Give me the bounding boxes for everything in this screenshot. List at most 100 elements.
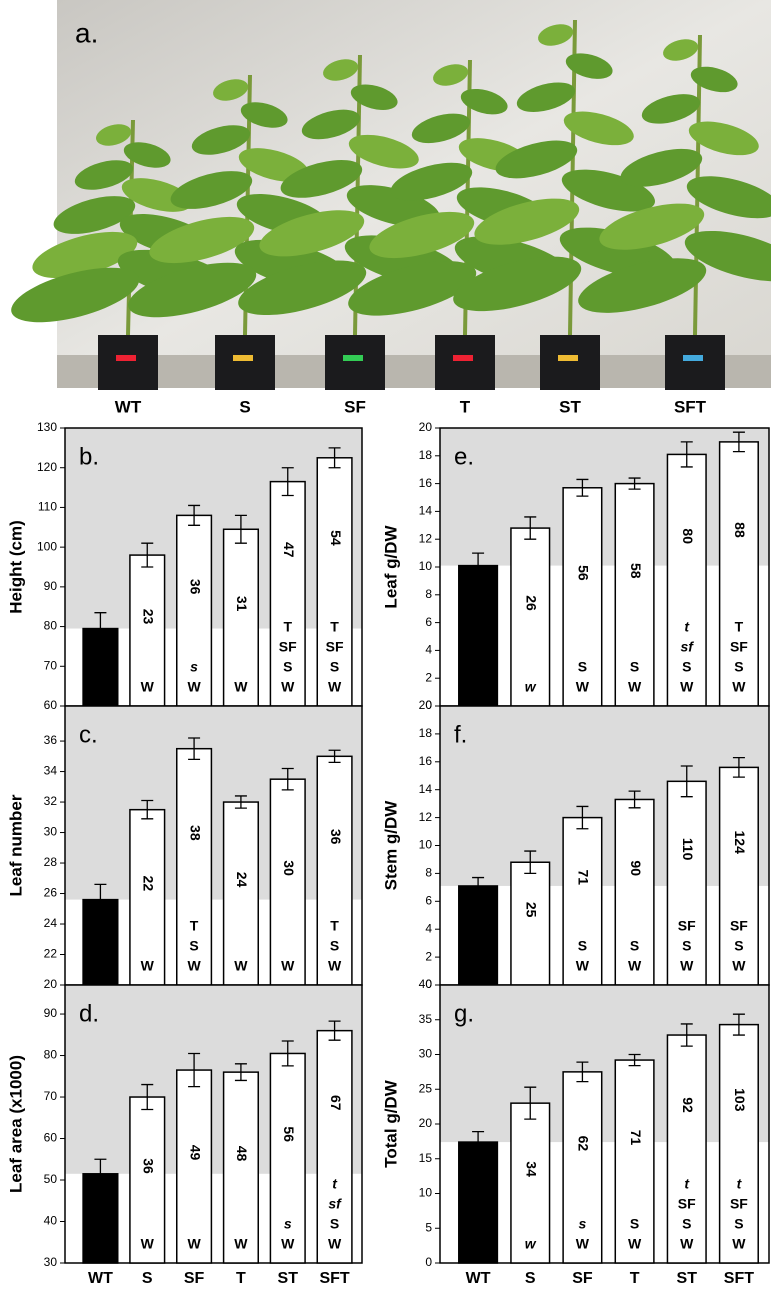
y-tick-label: 130 bbox=[37, 420, 57, 434]
x-tick-label: SF bbox=[184, 1270, 205, 1287]
x-tick-label: S bbox=[525, 1270, 536, 1287]
y-tick-label: 20 bbox=[419, 1116, 433, 1130]
bar bbox=[222, 1071, 259, 1264]
error-bar bbox=[628, 477, 641, 490]
leaf bbox=[433, 64, 469, 86]
increase-label: 49 bbox=[187, 1145, 203, 1161]
increase-label: 56 bbox=[576, 565, 592, 581]
significance-label: W bbox=[141, 958, 155, 974]
y-tick-label: 14 bbox=[419, 782, 433, 796]
significance-label: S bbox=[189, 938, 198, 954]
x-tick-label: T bbox=[630, 1270, 640, 1287]
bar bbox=[269, 778, 306, 986]
photo-labels: WT S SF T ST SFT bbox=[115, 397, 707, 416]
error-bar bbox=[328, 1020, 341, 1041]
photo-label: SFT bbox=[674, 397, 707, 416]
y-tick-label: 40 bbox=[44, 1214, 58, 1228]
y-axis-label: Leaf number bbox=[6, 794, 25, 896]
y-tick-label: 28 bbox=[44, 855, 58, 869]
error-bar bbox=[472, 876, 485, 895]
increase-label: 31 bbox=[234, 596, 250, 612]
y-tick-label: 10 bbox=[419, 1186, 433, 1200]
leaf bbox=[663, 39, 699, 61]
significance-label: sf bbox=[328, 1196, 342, 1212]
y-tick-label: 90 bbox=[44, 1006, 58, 1020]
bar bbox=[222, 801, 259, 986]
y-tick-label: 50 bbox=[44, 1172, 58, 1186]
error-bar bbox=[524, 516, 537, 540]
leaf bbox=[599, 203, 705, 250]
leaf bbox=[538, 24, 574, 46]
significance-label: S bbox=[682, 659, 691, 675]
significance-label: w bbox=[525, 1236, 537, 1252]
leaf bbox=[96, 124, 132, 146]
leaf bbox=[32, 231, 138, 279]
leaf bbox=[149, 216, 255, 264]
significance-label: s bbox=[284, 1216, 292, 1232]
bar bbox=[718, 1023, 759, 1264]
significance-label: W bbox=[328, 679, 342, 695]
significance-label: W bbox=[680, 1236, 694, 1252]
error-bar bbox=[234, 514, 247, 544]
y-tick-label: 8 bbox=[425, 866, 432, 880]
x-tick-label: WT bbox=[88, 1270, 113, 1287]
significance-label: T bbox=[190, 918, 199, 934]
reference-shading bbox=[440, 985, 769, 1143]
leaf bbox=[641, 94, 701, 124]
bar bbox=[562, 1071, 603, 1264]
leaf bbox=[238, 260, 367, 316]
significance-label: SF bbox=[678, 1196, 696, 1212]
significance-label: W bbox=[328, 1236, 342, 1252]
y-tick-label: 30 bbox=[44, 1255, 58, 1269]
x-tick-label: ST bbox=[278, 1270, 299, 1287]
pot-tag bbox=[233, 355, 253, 361]
increase-label: 36 bbox=[141, 1158, 157, 1174]
panel-label: d. bbox=[79, 1000, 99, 1027]
leaf bbox=[453, 256, 582, 312]
leaf bbox=[688, 121, 759, 156]
significance-label: W bbox=[576, 1236, 590, 1252]
y-tick-label: 30 bbox=[44, 825, 58, 839]
increase-label: 36 bbox=[328, 829, 344, 845]
y-tick-label: 32 bbox=[44, 794, 58, 808]
significance-label: W bbox=[234, 679, 248, 695]
increase-label: 30 bbox=[281, 860, 297, 876]
photo: a. bbox=[11, 0, 771, 390]
error-bar bbox=[281, 467, 294, 497]
increase-label: 48 bbox=[234, 1146, 250, 1162]
panel-label: e. bbox=[454, 443, 474, 470]
pot bbox=[215, 335, 275, 390]
significance-label: W bbox=[732, 679, 746, 695]
bar bbox=[562, 487, 603, 707]
leaf bbox=[128, 262, 257, 318]
significance-label: S bbox=[682, 1216, 691, 1232]
significance-label: W bbox=[732, 1236, 746, 1252]
error-bar bbox=[281, 1040, 294, 1067]
error-bar bbox=[732, 756, 745, 778]
y-tick-label: 18 bbox=[419, 448, 433, 462]
leaf bbox=[170, 171, 253, 209]
error-bar bbox=[188, 1052, 201, 1088]
bar bbox=[510, 861, 551, 986]
bar bbox=[666, 780, 707, 986]
bar bbox=[316, 755, 353, 986]
y-tick-label: 18 bbox=[419, 726, 433, 740]
leaf bbox=[369, 211, 475, 259]
increase-label: 23 bbox=[141, 609, 157, 625]
pot-tag bbox=[453, 355, 473, 361]
leaf bbox=[53, 196, 136, 234]
leaf bbox=[390, 162, 473, 201]
error-bar bbox=[234, 795, 247, 809]
leaf bbox=[495, 140, 578, 179]
significance-label: W bbox=[628, 958, 642, 974]
leaf bbox=[686, 176, 771, 219]
y-axis-label: Height (cm) bbox=[6, 520, 25, 614]
error-bar bbox=[472, 1131, 485, 1154]
significance-label: S bbox=[330, 938, 339, 954]
error-bar bbox=[576, 805, 589, 830]
leaf bbox=[348, 261, 477, 316]
y-tick-label: 34 bbox=[44, 764, 58, 778]
x-tick-label: SF bbox=[572, 1270, 593, 1287]
